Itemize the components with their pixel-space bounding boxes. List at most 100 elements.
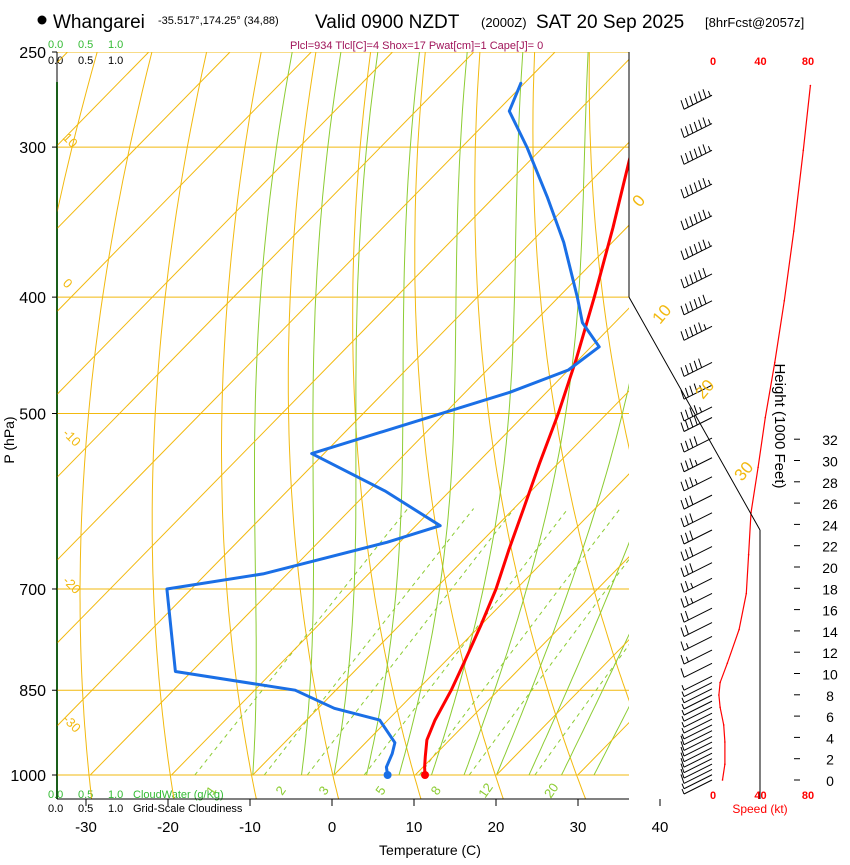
height-tick-label: 6 — [826, 709, 834, 725]
wind-barb-flag — [699, 180, 702, 189]
wind-barb-flag — [685, 219, 688, 228]
station-coords: -35.517°,174.25° (34,88) — [158, 15, 279, 27]
wind-barb-staff — [684, 458, 712, 472]
wind-barb-flag — [694, 214, 697, 223]
wind-barb-flag — [685, 461, 688, 470]
wind-barb-half — [682, 728, 684, 733]
wind-barb-staff — [684, 663, 712, 677]
wind-barb-staff — [684, 150, 712, 164]
wind-barb — [681, 178, 712, 198]
wind-barb-flag — [690, 418, 693, 427]
wind-barb-half — [708, 146, 710, 151]
wind-barb-staff — [684, 636, 712, 650]
wind-barb-flag — [694, 361, 697, 370]
dewpoint-point — [262, 573, 264, 575]
x-tick-label: 30 — [570, 819, 587, 836]
temperature-point — [434, 719, 436, 721]
wind-barb-staff — [684, 563, 712, 577]
wind-barb — [681, 623, 712, 637]
wind-barb-half — [682, 722, 684, 727]
wind-barb — [682, 676, 712, 690]
wind-barb-half — [704, 324, 706, 329]
wind-barb-flag — [685, 611, 688, 620]
wind-barb-flag — [685, 187, 688, 196]
height-tick-label: 16 — [822, 603, 838, 619]
wind-barb-staff — [684, 623, 712, 637]
wind-barb-flag — [681, 412, 684, 421]
wind-barb-staff — [684, 650, 712, 664]
mixing-ratio-lines — [195, 509, 729, 775]
wind-barb-staff — [684, 719, 712, 733]
wind-barb-flag — [681, 155, 684, 164]
temperature-point — [465, 658, 467, 660]
surface-dewpoint-dot — [384, 771, 392, 779]
valid-utc: (2000Z) — [481, 15, 527, 30]
cloudiness-label: Grid-Scale Cloudiness — [133, 803, 243, 815]
valid-date: SAT 20 Sep 2025 — [536, 12, 684, 33]
dewpoint-point — [394, 742, 396, 744]
wind-barb-flag — [681, 129, 684, 138]
wind-speed-point — [757, 467, 759, 469]
adiabat-label: 0 — [629, 191, 650, 210]
wind-barb — [681, 416, 712, 432]
temperature-point — [558, 413, 560, 415]
height-tick-label: 20 — [822, 560, 838, 576]
wind-barb-flag — [703, 118, 706, 127]
p-tick-label: 700 — [19, 582, 46, 599]
dry-adiabat — [589, 31, 751, 801]
cloud-tick-top-1: 0.0 — [48, 39, 63, 51]
wind-barb-half — [682, 698, 684, 703]
wind-barb — [681, 268, 712, 288]
height-tick-label: 4 — [826, 730, 834, 746]
wind-barb-flag — [685, 248, 688, 257]
wind-barb-staff — [684, 689, 712, 703]
speed-tick-top: 0 — [710, 56, 716, 68]
wind-barb-flag — [690, 439, 693, 448]
wind-barb-flag — [694, 149, 697, 158]
wind-barb — [681, 458, 712, 472]
wind-barb — [681, 547, 712, 561]
height-tick-label: 10 — [822, 667, 838, 683]
wind-barb-flag — [690, 185, 693, 194]
wind-barb-staff — [684, 748, 712, 762]
wind-speed-point — [719, 706, 721, 708]
wind-barb — [681, 495, 712, 509]
wind-barb — [682, 683, 712, 697]
p-tick-label: 500 — [19, 407, 46, 424]
x-tick-label: 10 — [406, 819, 423, 836]
wind-barb-staff — [684, 184, 712, 198]
dewpoint-point — [582, 322, 584, 324]
wind-barb-flag — [703, 210, 706, 219]
wind-barb-flag — [681, 552, 684, 561]
wind-barb-flag — [690, 513, 693, 522]
wind-barb-staff — [684, 274, 712, 288]
dewpoint-point — [577, 296, 579, 298]
wind-speed-point — [810, 85, 812, 87]
dewpoint-point — [175, 671, 177, 673]
wind-barb-flag — [685, 153, 688, 162]
wind-barb-flag — [694, 436, 697, 445]
wind-barb-flag — [685, 596, 688, 605]
wind-barb-half — [691, 598, 693, 603]
dewpoint-point — [563, 241, 565, 243]
height-tick-label: 32 — [822, 432, 838, 448]
wind-barb-half — [708, 180, 710, 185]
height-tick-label: 26 — [822, 496, 838, 512]
wind-barb-flag — [685, 277, 688, 286]
height-tick-label: 22 — [822, 539, 838, 555]
station-marker — [38, 16, 47, 25]
wind-barb — [681, 650, 712, 664]
wind-barb-staff — [684, 593, 712, 607]
wind-barb-flag — [681, 500, 684, 509]
background-grid — [57, 52, 760, 775]
wind-barb-flag — [699, 323, 702, 332]
wind-barb-half — [682, 710, 684, 715]
dewpoint-point — [387, 541, 389, 543]
dry-adiabat — [152, 31, 211, 801]
temperature-point — [594, 296, 596, 298]
wind-barb-flag — [685, 516, 688, 525]
wind-barb-staff — [684, 676, 712, 690]
wind-barb-flag — [685, 329, 688, 338]
dewpoint-point — [379, 719, 381, 721]
